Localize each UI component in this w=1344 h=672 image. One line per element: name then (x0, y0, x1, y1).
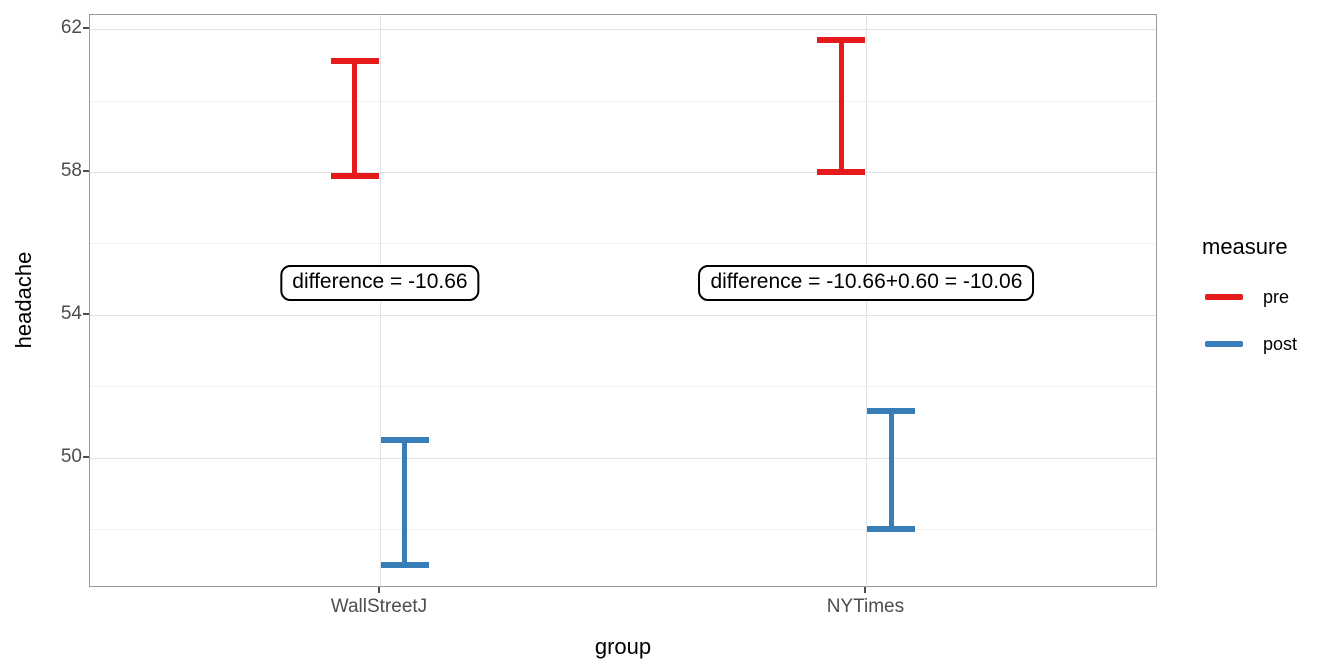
annotation-box: difference = -10.66+0.60 = -10.06 (698, 264, 1035, 301)
legend-label-post: post (1263, 333, 1298, 354)
errorbar-pre-wallstreetj-cap-top (330, 58, 379, 65)
y-tick-label: 58 (60, 160, 82, 182)
y-axis-title: headache (11, 251, 36, 349)
legend-items: pre post (1202, 284, 1297, 357)
legend-key-post (1205, 341, 1243, 347)
y-tick-mark (83, 455, 89, 458)
errorbar-pre-nytimes-stem (838, 39, 844, 173)
errorbar-pre-nytimes-cap-top (817, 36, 866, 43)
y-tick-mark (83, 27, 89, 30)
errorbar-pre-wallstreetj-stem (352, 61, 358, 176)
errorbar-post-nytimes-cap-top (867, 408, 916, 415)
x-axis-title: group (594, 634, 652, 659)
errorbar-post-wallstreetj-stem (402, 439, 408, 565)
y-tick-label: 62 (60, 17, 82, 39)
legend-item-pre: pre (1202, 284, 1297, 310)
errorbar-pre-nytimes-cap-bottom (817, 169, 866, 176)
y-tick-label: 54 (60, 302, 82, 324)
x-tick-label-nytimes: NYTimes (826, 596, 905, 617)
annotation-box: difference = -10.66 (280, 264, 480, 301)
minor-gridline (90, 386, 1156, 388)
minor-gridline (90, 529, 1156, 531)
legend-label-pre: pre (1263, 286, 1290, 307)
errorbar-pre-wallstreetj-cap-bottom (330, 172, 379, 179)
legend-title: measure (1202, 234, 1288, 259)
errorbar-post-nytimes-cap-bottom (867, 526, 916, 533)
minor-gridline (90, 243, 1156, 245)
x-tick-mark (377, 587, 380, 593)
legend-key-pre (1205, 294, 1243, 300)
major-gridline (90, 29, 1156, 31)
x-tick-mark (864, 587, 867, 593)
y-tick-mark (83, 312, 89, 315)
major-gridline (90, 457, 1156, 459)
errorbar-post-wallstreetj-cap-top (380, 436, 429, 443)
errorbar-post-nytimes-stem (888, 411, 894, 530)
y-tick-mark (83, 170, 89, 173)
major-gridline (90, 172, 1156, 174)
plot-panel: difference = -10.66 difference = -10.66+0… (89, 14, 1157, 587)
minor-gridline (90, 100, 1156, 102)
y-tick-label: 50 (60, 445, 82, 467)
major-gridline (90, 314, 1156, 316)
legend: measure pre post (1202, 234, 1297, 378)
errorbar-post-wallstreetj-cap-bottom (380, 561, 429, 568)
legend-item-post: post (1202, 331, 1297, 357)
x-tick-label-wallstreetj: WallStreetJ (330, 596, 428, 617)
